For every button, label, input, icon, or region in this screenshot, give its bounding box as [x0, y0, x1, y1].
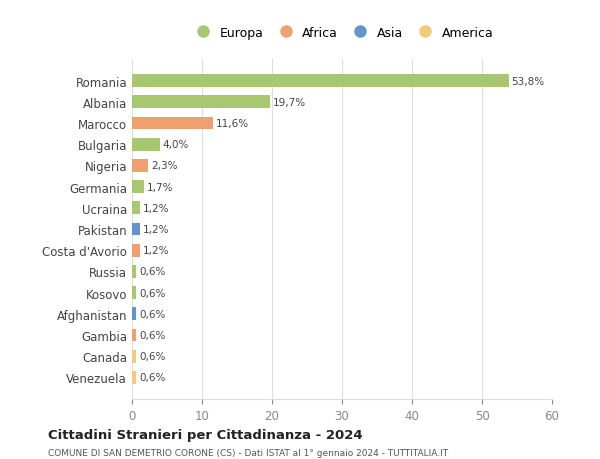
- Legend: Europa, Africa, Asia, America: Europa, Africa, Asia, America: [185, 22, 499, 45]
- Bar: [132, 139, 160, 151]
- Text: 1,2%: 1,2%: [143, 246, 170, 256]
- Text: 1,2%: 1,2%: [143, 203, 170, 213]
- Bar: [132, 181, 144, 194]
- Text: COMUNE DI SAN DEMETRIO CORONE (CS) - Dati ISTAT al 1° gennaio 2024 - TUTTITALIA.: COMUNE DI SAN DEMETRIO CORONE (CS) - Dat…: [48, 448, 448, 457]
- Bar: [132, 308, 136, 320]
- Text: 0,6%: 0,6%: [139, 288, 166, 298]
- Bar: [132, 244, 140, 257]
- Bar: [132, 350, 136, 363]
- Text: 19,7%: 19,7%: [272, 98, 306, 107]
- Text: 1,7%: 1,7%: [146, 182, 173, 192]
- Text: 2,3%: 2,3%: [151, 161, 178, 171]
- Bar: [132, 223, 140, 236]
- Text: 0,6%: 0,6%: [139, 373, 166, 382]
- Bar: [132, 202, 140, 215]
- Text: 0,6%: 0,6%: [139, 352, 166, 361]
- Bar: [132, 286, 136, 299]
- Text: 0,6%: 0,6%: [139, 309, 166, 319]
- Text: Cittadini Stranieri per Cittadinanza - 2024: Cittadini Stranieri per Cittadinanza - 2…: [48, 428, 362, 441]
- Bar: [132, 75, 509, 88]
- Bar: [132, 265, 136, 278]
- Bar: [132, 160, 148, 173]
- Text: 4,0%: 4,0%: [163, 140, 189, 150]
- Bar: [132, 96, 270, 109]
- Text: 0,6%: 0,6%: [139, 267, 166, 277]
- Bar: [132, 329, 136, 341]
- Bar: [132, 118, 213, 130]
- Bar: [132, 371, 136, 384]
- Text: 11,6%: 11,6%: [216, 119, 249, 129]
- Text: 53,8%: 53,8%: [511, 77, 545, 86]
- Text: 1,2%: 1,2%: [143, 224, 170, 235]
- Text: 0,6%: 0,6%: [139, 330, 166, 340]
